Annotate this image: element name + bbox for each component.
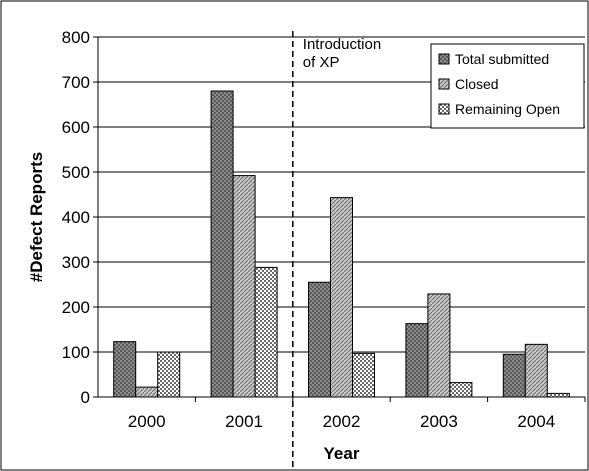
y-tick-label: 600 [62, 118, 90, 137]
bar-closed-2002 [330, 197, 353, 398]
bar-remaining-open-2001 [254, 266, 278, 398]
y-axis-title: #Defect Reports [27, 152, 46, 282]
bar-remaining-open-2002 [352, 352, 375, 398]
bar-closed-2003 [427, 293, 451, 398]
bar-total-submitted-2004 [502, 353, 526, 398]
bar-total-submitted-2001 [210, 90, 234, 398]
bar-total-submitted-2003 [405, 323, 429, 398]
legend: Total submitted Closed Remaining Open [430, 43, 585, 129]
annotation-text: Introduction [303, 36, 381, 53]
legend-label: Closed [455, 76, 499, 92]
legend-label: Remaining Open [455, 101, 560, 117]
bar-remaining-open-2003 [449, 382, 473, 398]
x-axis-title: Year [324, 444, 360, 463]
y-tick-label: 300 [62, 253, 90, 272]
bar-remaining-open-2004 [546, 392, 570, 398]
legend-label: Total submitted [455, 51, 549, 67]
axes: 0 100 200 300 400 500 600 700 800 2000 2001 2002 200… [27, 28, 586, 463]
y-tick-label: 200 [62, 298, 90, 317]
y-tick-label: 0 [81, 388, 90, 407]
bar-total-submitted-2002 [308, 281, 331, 398]
x-tick-label: 2003 [420, 412, 458, 431]
legend-swatch [438, 53, 450, 65]
legend-box [430, 43, 585, 129]
x-tick-label: 2000 [128, 412, 166, 431]
bar-total-submitted-2000 [113, 341, 137, 398]
legend-swatch [438, 103, 450, 115]
annotation-text: of XP [303, 54, 340, 71]
x-tick-label: 2004 [517, 412, 555, 431]
x-tick-label: 2002 [323, 412, 361, 431]
bar-closed-2004 [524, 343, 548, 398]
legend-swatch [438, 78, 450, 90]
y-tick-label: 800 [62, 28, 90, 47]
bar-closed-2001 [232, 175, 256, 398]
y-tick-label: 100 [62, 343, 90, 362]
y-tick-label: 500 [62, 163, 90, 182]
x-tick-label: 2001 [225, 412, 263, 431]
y-tick-label: 700 [62, 73, 90, 92]
bar-remaining-open-2000 [157, 351, 181, 398]
bar-closed-2000 [135, 386, 159, 398]
y-tick-label: 400 [62, 208, 90, 227]
